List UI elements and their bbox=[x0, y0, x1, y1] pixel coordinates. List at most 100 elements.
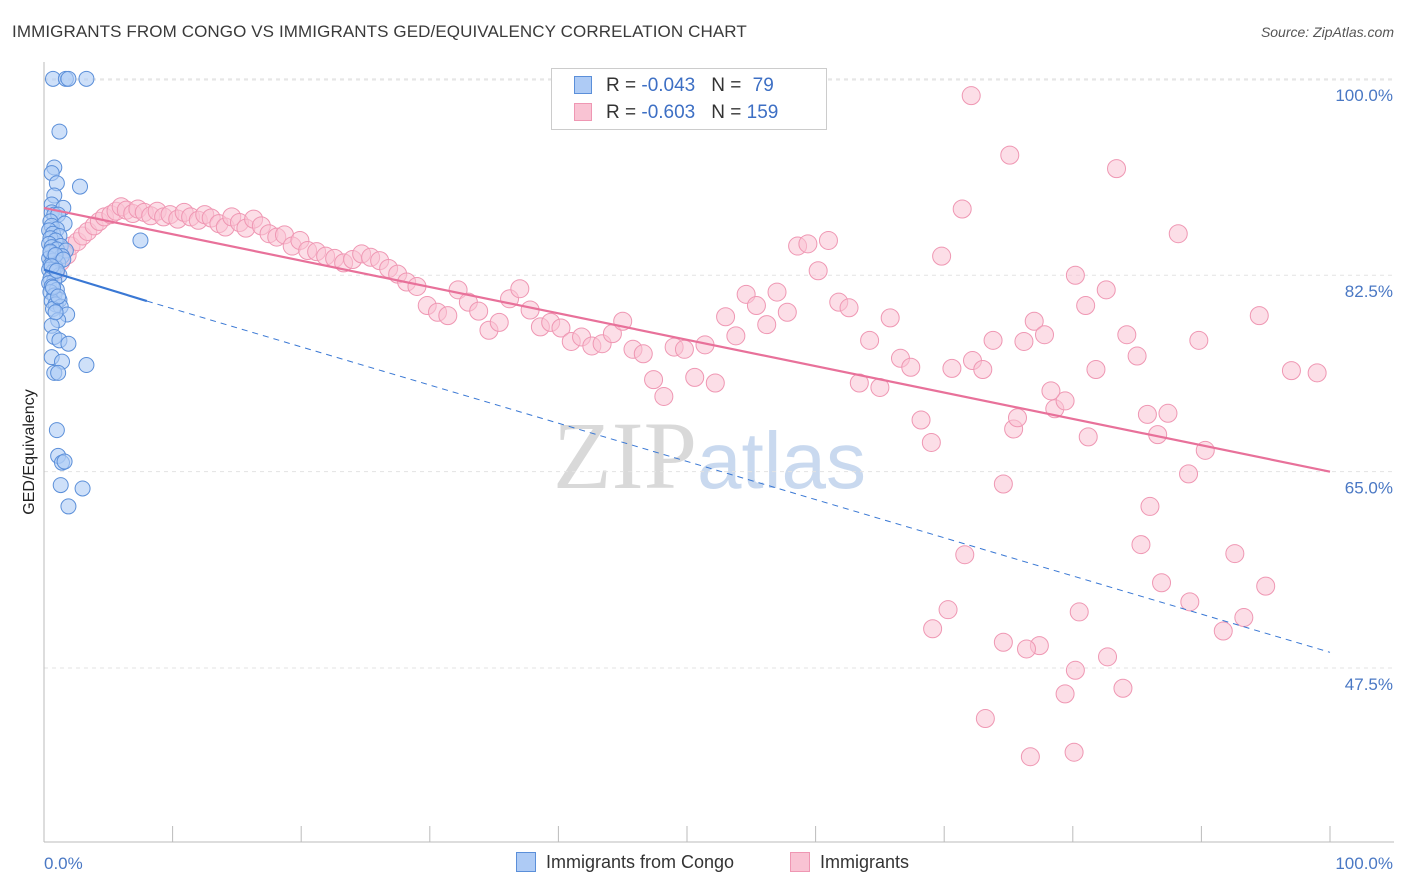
immigrants-point bbox=[1078, 427, 1098, 447]
congo-point bbox=[48, 422, 65, 439]
legend-row-immigrants: R = -0.603 N = 159 bbox=[574, 102, 778, 126]
congo-r-value: -0.043 bbox=[641, 75, 696, 96]
congo-point bbox=[72, 178, 89, 195]
watermark-atlas: atlas bbox=[697, 416, 866, 505]
immigrants-point bbox=[818, 230, 838, 250]
immigrants-point bbox=[1179, 464, 1199, 484]
immigrants-point bbox=[1096, 280, 1116, 300]
immigrants-point bbox=[1069, 602, 1089, 622]
immigrants-point bbox=[757, 315, 777, 335]
legend-row-congo: R = -0.043 N = 79 bbox=[574, 75, 774, 99]
immigrants-point bbox=[551, 318, 571, 338]
immigrants-point bbox=[1024, 311, 1044, 331]
congo-point bbox=[60, 70, 77, 87]
immigrants-point bbox=[1076, 296, 1096, 316]
correlation-legend: R = -0.043 N = 79 R = -0.603 N = 159 bbox=[551, 68, 827, 130]
immigrants-point bbox=[1107, 159, 1127, 179]
immigrants-point bbox=[1152, 573, 1172, 593]
immigrants-point bbox=[1098, 647, 1118, 667]
immigrants-point bbox=[633, 344, 653, 364]
immigrants-point bbox=[469, 301, 489, 321]
immigrants-point bbox=[880, 308, 900, 328]
immigrants-point bbox=[923, 619, 943, 639]
congo-n-value: 79 bbox=[752, 75, 774, 96]
immigrants-point bbox=[1064, 742, 1084, 762]
immigrants-point bbox=[726, 326, 746, 346]
watermark-zip: ZIP bbox=[553, 402, 697, 509]
immigrants-point bbox=[1158, 403, 1178, 423]
immigrants-point bbox=[1113, 678, 1133, 698]
immigrants-point bbox=[767, 282, 787, 302]
watermark: ZIPatlas bbox=[553, 400, 866, 511]
immigrants-point bbox=[798, 234, 818, 254]
axis-labels: 47.5% 65.0% 82.5% 100.0% 0.0% 100.0% GED/Equiv… bbox=[21, 86, 1393, 873]
congo-swatch bbox=[574, 76, 592, 94]
y-tick-label: 82.5% bbox=[1345, 282, 1393, 301]
immigrants-point bbox=[1213, 621, 1233, 641]
immigrants-point bbox=[1035, 325, 1055, 345]
immigrants-point bbox=[961, 86, 981, 106]
immigrants-point bbox=[685, 367, 705, 387]
immigrants-point bbox=[489, 312, 509, 332]
immigrants-points bbox=[46, 86, 1327, 767]
immigrants-point bbox=[1256, 576, 1276, 596]
immigrants-point bbox=[777, 302, 797, 322]
congo-n-label: N = bbox=[711, 75, 747, 96]
immigrants-point bbox=[674, 339, 694, 359]
immigrants-swatch bbox=[574, 103, 592, 121]
immigrants-point bbox=[1127, 346, 1147, 366]
x-tick-label-max: 100.0% bbox=[1335, 854, 1393, 873]
congo-point bbox=[51, 123, 68, 140]
immigrants-point bbox=[644, 370, 664, 390]
immigrants-point bbox=[955, 545, 975, 565]
immigrants-point bbox=[1086, 360, 1106, 380]
axes bbox=[43, 62, 1394, 843]
immigrants-point bbox=[1225, 544, 1245, 564]
source-credit: Source: ZipAtlas.com bbox=[1260, 24, 1394, 40]
immigrants-point bbox=[1017, 639, 1037, 659]
x-tick-label-min: 0.0% bbox=[44, 854, 83, 873]
y-tick-label: 100.0% bbox=[1335, 86, 1393, 105]
congo-trend-extension bbox=[146, 300, 1331, 653]
y-tick-label: 47.5% bbox=[1345, 675, 1393, 694]
immigrants-r-label: R = bbox=[606, 102, 642, 123]
immigrants-point bbox=[716, 307, 736, 327]
immigrants-trend-line bbox=[43, 206, 1331, 473]
grid-lines bbox=[44, 78, 1394, 669]
bottom-congo-label: Immigrants from Congo bbox=[546, 852, 735, 872]
immigrants-point bbox=[1041, 381, 1061, 401]
congo-point bbox=[60, 335, 77, 352]
immigrants-point bbox=[911, 410, 931, 430]
immigrants-point bbox=[1281, 361, 1301, 381]
immigrants-point bbox=[860, 330, 880, 350]
immigrants-point bbox=[983, 330, 1003, 350]
immigrants-n-label: N = bbox=[711, 102, 747, 123]
immigrants-point bbox=[654, 386, 674, 406]
congo-point bbox=[60, 498, 77, 515]
immigrants-point bbox=[1014, 331, 1034, 351]
immigrants-point bbox=[975, 709, 995, 729]
y-axis-title: GED/Equivalency bbox=[21, 389, 38, 514]
immigrants-point bbox=[1000, 145, 1020, 165]
immigrants-point bbox=[1249, 306, 1269, 326]
immigrants-point bbox=[1055, 684, 1075, 704]
immigrants-point bbox=[993, 474, 1013, 494]
immigrants-point bbox=[1008, 408, 1028, 428]
congo-point bbox=[78, 357, 95, 374]
congo-point bbox=[74, 480, 91, 497]
immigrants-point bbox=[993, 632, 1013, 652]
immigrants-point bbox=[1140, 496, 1160, 516]
congo-trend-line bbox=[43, 268, 148, 303]
congo-point bbox=[78, 70, 95, 87]
immigrants-point bbox=[1180, 592, 1200, 612]
immigrants-point bbox=[942, 358, 962, 378]
congo-point bbox=[132, 232, 149, 249]
chart-title: IMMIGRANTS FROM CONGO VS IMMIGRANTS GED/… bbox=[12, 22, 747, 41]
y-tick-label: 65.0% bbox=[1345, 479, 1393, 498]
immigrants-point bbox=[973, 360, 993, 380]
immigrants-point bbox=[510, 279, 530, 299]
immigrants-n-value: 159 bbox=[746, 102, 779, 123]
bottom-immigrants-label: Immigrants bbox=[820, 852, 910, 872]
immigrants-point bbox=[839, 298, 859, 318]
